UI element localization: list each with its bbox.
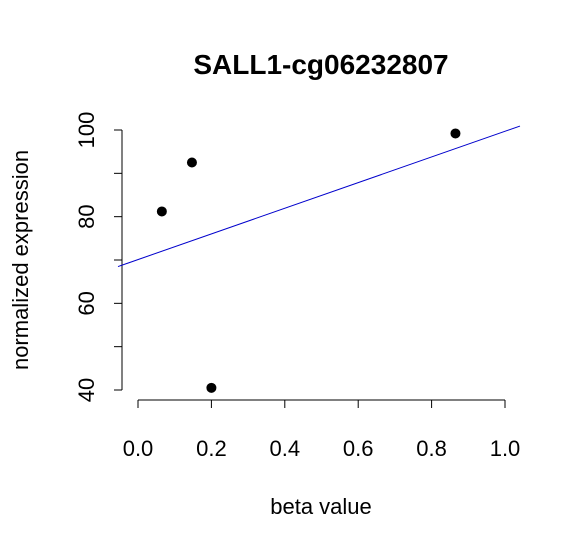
y-tick-label-1: 60 [74, 291, 99, 315]
x-tick-label-2: 0.4 [270, 436, 301, 461]
chart-title: SALL1-cg06232807 [193, 49, 448, 80]
axes: 0.0 0.2 0.4 0.6 0.8 1.0 40 60 80 100 [74, 112, 520, 461]
y-tick-label-0: 40 [74, 378, 99, 402]
y-axis-label: normalized expression [8, 150, 33, 370]
data-point-1 [186, 157, 197, 168]
y-tick-label-3: 100 [74, 112, 99, 149]
x-tick-label-5: 1.0 [490, 436, 521, 461]
regression-line [117, 125, 521, 268]
x-tick-label-4: 0.8 [416, 436, 447, 461]
data-point-2 [206, 382, 217, 393]
x-tick-label-1: 0.2 [196, 436, 227, 461]
data-point-0 [156, 206, 167, 217]
data-point-3 [450, 128, 461, 139]
data-marks [117, 125, 521, 393]
x-tick-label-0: 0.0 [123, 436, 154, 461]
x-tick-label-3: 0.6 [343, 436, 374, 461]
x-axis-label: beta value [270, 494, 372, 519]
y-tick-label-2: 80 [74, 204, 99, 228]
